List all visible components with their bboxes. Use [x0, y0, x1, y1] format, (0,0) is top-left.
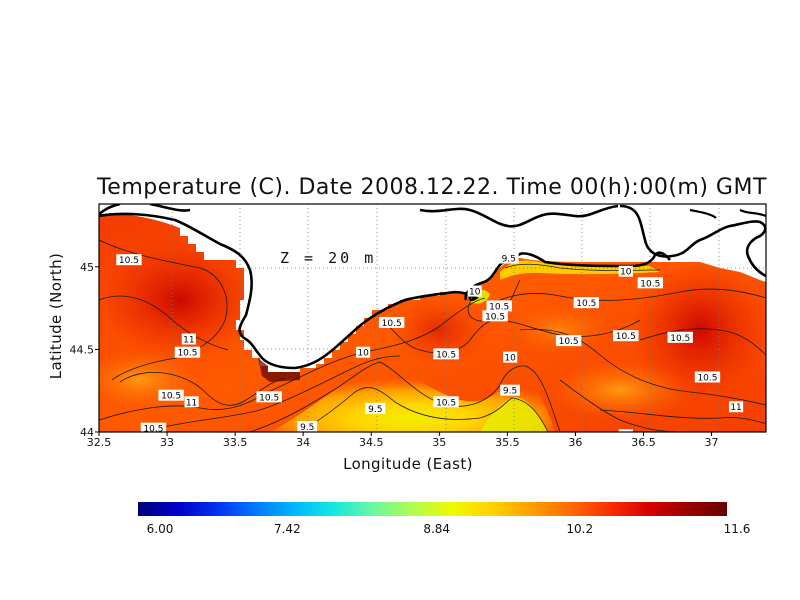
contour-label: 10.5 — [697, 373, 717, 383]
colorbar-ticks: 6.00 7.42 8.84 10.2 11.6 — [147, 522, 751, 536]
contour-label: 10.5 — [485, 312, 505, 322]
orange-patch-mid — [510, 305, 610, 355]
contour-label-box — [297, 421, 318, 432]
contour-label-box — [174, 346, 201, 358]
contour-label-box — [433, 348, 459, 360]
colorbar: 6.00 7.42 8.84 10.2 11.6 — [138, 502, 750, 536]
contour-label: 10 — [469, 288, 481, 298]
contour-label-box — [433, 396, 459, 408]
contour-label: 10.5 — [559, 337, 579, 347]
contour-label-box — [158, 389, 184, 401]
contour-label: 10.5 — [259, 393, 279, 403]
y-tick-label: 44 — [80, 426, 94, 439]
contour-label: 10 — [620, 431, 632, 441]
orange-patch-west — [99, 350, 200, 410]
contour-label-box — [116, 254, 142, 266]
x-tick-label: 34 — [296, 436, 310, 449]
contour-label-box — [618, 265, 633, 277]
contour-label-box — [140, 422, 167, 432]
contour-label: 10.5 — [436, 398, 456, 408]
contour-label-box — [482, 310, 508, 322]
x-tick-label: 33 — [160, 436, 174, 449]
contour-labels: 10.51110.510.51110.510.59.59.51010.510.5… — [116, 252, 744, 441]
coastline-north — [99, 204, 766, 278]
contour-label: 9.5 — [503, 387, 517, 397]
contour-label: 10.5 — [382, 319, 402, 329]
contour-label-box — [355, 346, 371, 358]
contour-label: 10.5 — [489, 302, 509, 312]
x-tick-label: 36.5 — [631, 436, 656, 449]
map-plot-area: 10.51110.510.51110.510.59.59.51010.510.5… — [99, 204, 766, 441]
contour-label-box — [486, 300, 512, 312]
x-axis-title: Longitude (East) — [343, 455, 473, 473]
coastline-east-inlet — [689, 208, 766, 219]
x-tick-label: 35 — [432, 436, 446, 449]
contour-label: 10.5 — [119, 256, 139, 266]
contour-label: 10.5 — [161, 392, 181, 402]
contour-label-box — [573, 297, 600, 309]
y-axis-title: Latitude (North) — [47, 253, 65, 380]
contour-label: 10 — [504, 354, 516, 364]
y-axis-ticks: 44 44.5 45 — [70, 261, 99, 439]
x-tick-label: 37 — [705, 436, 719, 449]
x-tick-label: 35.5 — [495, 436, 520, 449]
contour-label-box — [618, 429, 633, 432]
contour-label: 11 — [730, 403, 741, 413]
contour-label: 10 — [357, 349, 369, 359]
contour-label: 10 — [620, 268, 632, 278]
contour-label: 9.5 — [300, 423, 314, 433]
contour-label: 9.5 — [368, 405, 382, 415]
contour-label-box — [365, 402, 386, 414]
orange-patch-east — [550, 360, 690, 420]
cool-water-tongue — [270, 364, 555, 432]
contour-label: 9.5 — [502, 255, 516, 265]
colorbar-tick-label: 8.84 — [423, 522, 450, 536]
depth-annotation: Z = 20 m — [280, 249, 376, 267]
y-tick-label: 45 — [80, 261, 94, 274]
x-tick-label: 36 — [568, 436, 582, 449]
colorbar-gradient — [138, 502, 727, 516]
contour-label-box — [184, 396, 199, 408]
colorbar-tick-label: 10.2 — [566, 522, 593, 536]
contour-label-box — [728, 401, 744, 413]
contour-label-box — [667, 331, 693, 343]
land-crimea — [99, 204, 766, 372]
contour-label-box — [256, 391, 282, 403]
contour-label: 10.5 — [576, 299, 596, 309]
contour-label-box — [694, 371, 721, 383]
x-tick-label: 32.5 — [87, 436, 112, 449]
contour-label: 10.5 — [143, 425, 163, 435]
contour-label-box — [181, 333, 196, 345]
colorbar-tick-label: 6.00 — [147, 522, 174, 536]
contour-label-box — [500, 384, 520, 396]
contour-label: 11 — [186, 398, 197, 408]
contour-label-box — [637, 277, 663, 289]
contour-label-box — [613, 330, 639, 342]
contour-label: 10.5 — [640, 279, 660, 289]
x-axis-ticks: 32.5 33 33.5 34 34.5 35 35.5 36 36.5 37 — [87, 432, 719, 449]
contour-label: 10.5 — [616, 332, 636, 342]
map-title: Temperature (C). Date 2008.12.22. Time 0… — [96, 175, 767, 200]
warm-core-center — [390, 295, 490, 365]
colorbar-tick-label: 11.6 — [724, 522, 751, 536]
x-tick-label: 33.5 — [223, 436, 248, 449]
land-black-patch — [258, 358, 300, 382]
contour-label: 10.5 — [670, 334, 690, 344]
contour-label-box — [378, 316, 405, 328]
contour-label-box — [502, 351, 518, 363]
contour-label: 10.5 — [177, 349, 197, 359]
contour-label-box — [498, 252, 519, 264]
plot-frame — [98, 203, 767, 433]
cool-water-core — [480, 397, 548, 432]
x-tick-label: 34.5 — [359, 436, 384, 449]
contour-label: 10.5 — [436, 350, 456, 360]
contour-label-box — [555, 335, 582, 347]
y-tick-label: 44.5 — [70, 343, 95, 356]
isotherm-lines — [99, 239, 766, 432]
colorbar-tick-label: 7.42 — [274, 522, 301, 536]
contour-label-box — [467, 285, 482, 297]
contour-label: 11 — [183, 335, 194, 345]
